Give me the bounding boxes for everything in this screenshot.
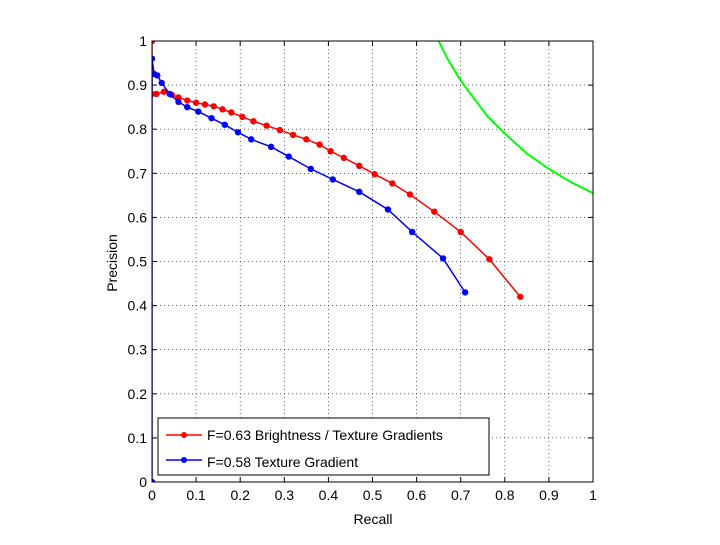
data-point: [517, 293, 524, 300]
x-tick-labels: 0 0.1 0.2 0.3 0.4 0.5 0.6 0.7 0.8 0.9 1: [148, 487, 597, 503]
data-point: [356, 162, 363, 170]
data-point: [248, 136, 255, 143]
data-point: [303, 136, 310, 143]
legend-box: [157, 417, 490, 476]
y-tick-label: 0.9: [128, 77, 148, 93]
y-tick-label: 0.6: [128, 209, 148, 225]
x-tick-label: 0.1: [186, 487, 206, 503]
data-point: [201, 101, 209, 108]
data-point: [152, 41, 156, 45]
legend-label-brightness-texture: F=0.63 Brightness / Texture Gradients: [207, 427, 443, 443]
y-tick-label: 0: [139, 474, 147, 490]
data-point: [154, 72, 161, 79]
legend-marker-red: [181, 432, 187, 438]
series-group-0: [152, 41, 524, 300]
data-point: [192, 99, 200, 106]
data-point: [461, 289, 469, 296]
data-point: [263, 122, 270, 129]
series-line-0: [152, 41, 521, 298]
data-point: [289, 131, 297, 139]
data-point: [285, 153, 292, 160]
y-axis-title: Precision: [104, 234, 120, 292]
data-point: [239, 113, 246, 121]
data-point: [340, 154, 348, 162]
y-tick-label: 0.1: [128, 430, 148, 446]
x-tick-label: 0.8: [495, 487, 515, 503]
y-tick-label: 0.3: [128, 342, 148, 358]
data-point: [276, 126, 284, 134]
data-point: [166, 90, 173, 98]
data-point: [234, 129, 242, 136]
series-group-2: [437, 41, 593, 195]
data-point: [208, 114, 215, 122]
data-point: [184, 103, 191, 111]
x-tick-label: 1: [589, 487, 597, 503]
data-point: [457, 228, 464, 236]
axis-ticks: [151, 40, 594, 483]
y-tick-label: 0.8: [128, 121, 148, 137]
y-tick-labels: 0 0.1 0.2 0.3 0.4 0.5 0.6 0.7 0.8 0.9 1: [128, 33, 148, 490]
x-axis-title: Recall: [354, 511, 393, 527]
y-tick-label: 0.7: [128, 165, 148, 181]
data-point: [406, 191, 414, 198]
y-tick-label: 0.2: [128, 386, 148, 402]
plot-series: [152, 41, 593, 482]
data-point: [153, 90, 160, 98]
legend-label-texture: F=0.58 Texture Gradient: [207, 454, 358, 470]
series-line-1: [152, 58, 466, 482]
data-point: [267, 143, 275, 151]
data-point: [175, 94, 182, 101]
legend: F=0.63 Brightness / Texture Gradients F=…: [157, 417, 490, 476]
x-tick-label: 0.4: [319, 487, 339, 503]
data-point: [175, 98, 182, 106]
data-point: [371, 170, 378, 178]
data-point: [431, 208, 438, 215]
data-point: [219, 106, 226, 113]
x-tick-label: 0: [148, 487, 156, 503]
y-tick-label: 0.5: [128, 254, 148, 270]
data-point: [250, 118, 257, 125]
data-point: [384, 206, 392, 213]
data-point: [160, 88, 168, 95]
legend-item-texture: F=0.58 Texture Gradient: [166, 454, 358, 470]
x-tick-label: 0.5: [363, 487, 383, 503]
y-tick-label: 0.4: [128, 298, 148, 314]
data-point: [439, 255, 447, 262]
legend-marker-blue: [181, 457, 187, 463]
iso-f-curve: [437, 41, 593, 195]
data-point: [158, 79, 165, 87]
y-tick-label: 1: [139, 33, 147, 49]
data-point: [210, 103, 217, 110]
data-point: [316, 141, 323, 148]
data-point: [356, 188, 363, 196]
data-point: [329, 176, 337, 183]
data-point: [389, 180, 396, 187]
data-point: [184, 97, 191, 104]
data-point: [152, 478, 156, 482]
legend-item-brightness-texture: F=0.63 Brightness / Texture Gradients: [166, 427, 443, 443]
data-point: [221, 121, 228, 128]
data-point: [408, 228, 416, 236]
data-point: [327, 148, 334, 155]
data-point: [307, 165, 314, 173]
data-point: [152, 55, 156, 62]
x-tick-label: 0.3: [275, 487, 295, 503]
data-point: [195, 108, 202, 115]
plot-frame: [151, 40, 594, 483]
data-point: [228, 109, 235, 116]
x-tick-label: 0.6: [407, 487, 427, 503]
data-point: [486, 256, 493, 263]
x-tick-label: 0.9: [539, 487, 559, 503]
series-group-1: [152, 55, 469, 482]
x-tick-label: 0.2: [230, 487, 250, 503]
x-tick-label: 0.7: [451, 487, 471, 503]
